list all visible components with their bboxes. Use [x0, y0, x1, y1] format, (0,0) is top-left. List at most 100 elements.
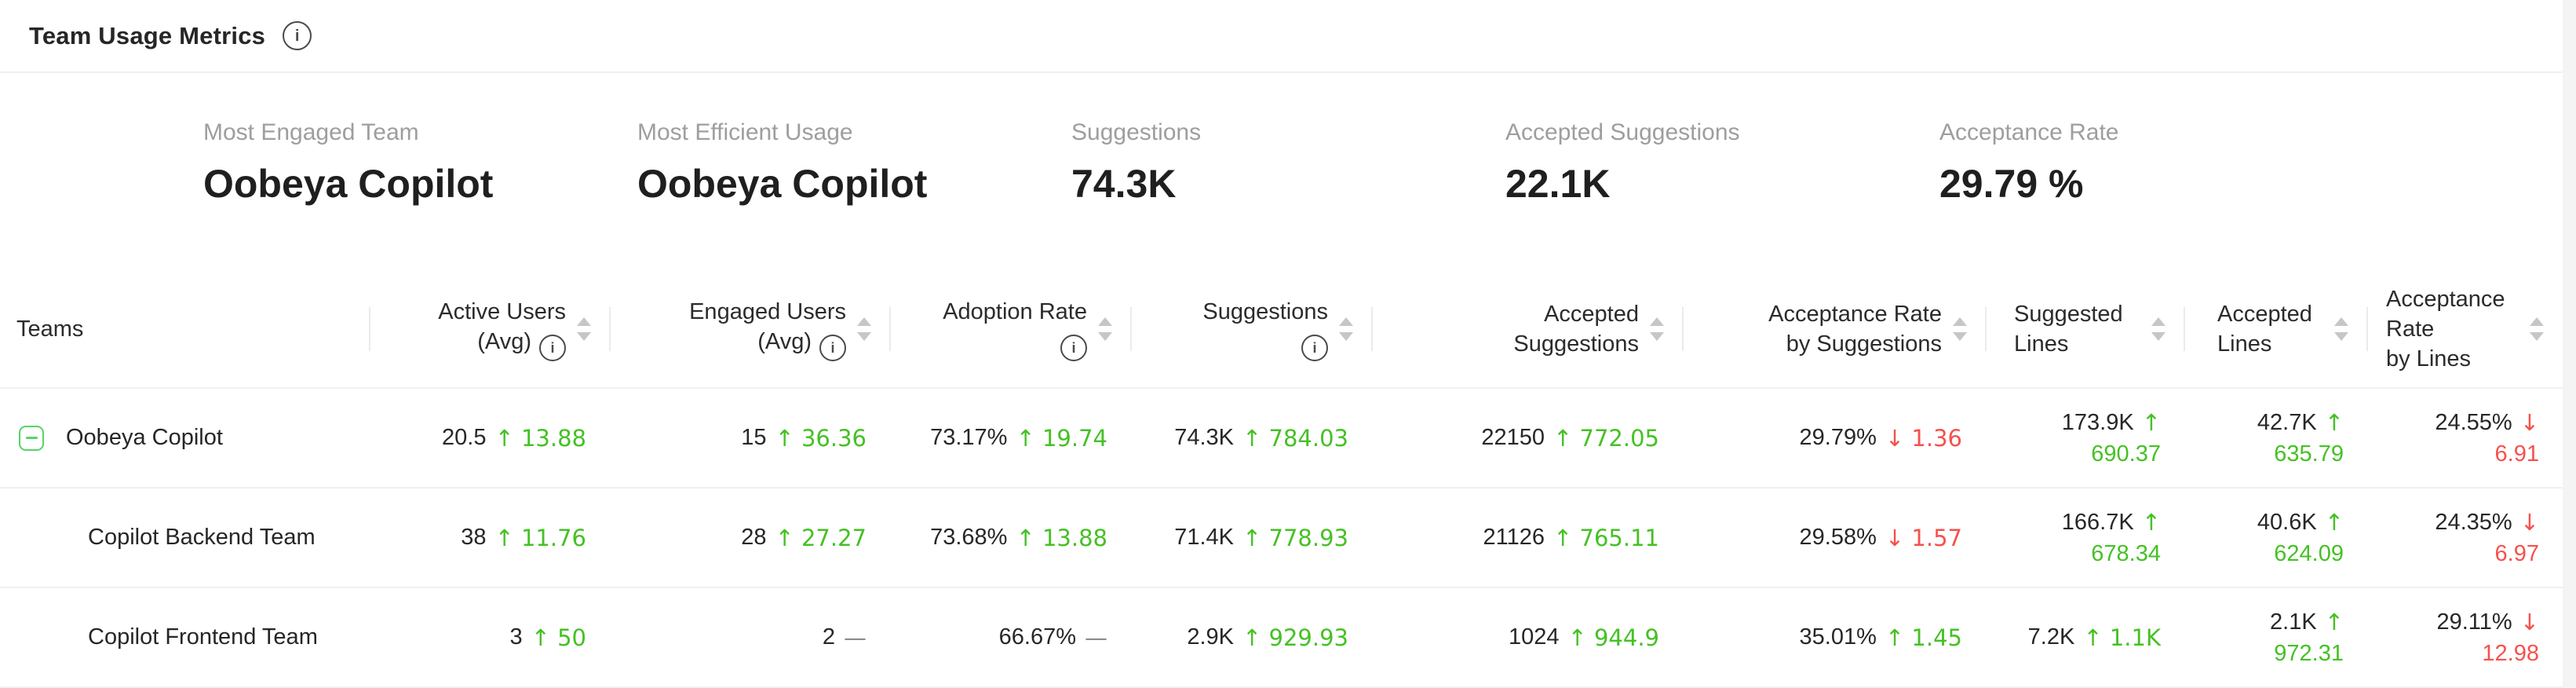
metric-cell-suggested-lines: 166.7K ↑ 678.34: [1986, 489, 2184, 587]
metric-cell-suggestions: 71.4K ↑ 778.93: [1131, 489, 1372, 587]
metric-delta: ↑ 772.05: [1553, 424, 1659, 452]
metric-delta: ↑ 27.27: [775, 524, 867, 551]
sort-caret-up-icon: [1098, 317, 1112, 326]
trend-down-icon: ↓: [2519, 508, 2539, 536]
column-header-label: Suggested Lines: [2014, 302, 2123, 357]
table-row-copilot-frontend-team: Copilot Frontend Team 3 ↑ 50 2—66.67% —2.9K ↑…: [0, 588, 2563, 688]
metric-delta: ↑ 1.45: [1885, 624, 1962, 651]
metric-value: 38: [461, 525, 487, 550]
collapse-toggle-icon[interactable]: [19, 425, 44, 451]
trend-down-icon: ↓: [2519, 408, 2539, 436]
trend-up-icon: ↑: [2324, 408, 2344, 436]
metric-stack: 2.1K ↑ 972.31: [2270, 606, 2344, 669]
info-icon[interactable]: i: [539, 335, 566, 361]
metric-cell-acceptance-rate-by-suggestions: 29.58% ↓ 1.57: [1683, 489, 1986, 587]
metric-cell-acceptance-rate-by-suggestions: 35.01% ↑ 1.45: [1683, 588, 1986, 686]
metric-value: 74.3K: [1174, 425, 1234, 450]
info-icon[interactable]: i: [819, 335, 846, 361]
metric-delta: ↑ 929.93: [1242, 624, 1348, 651]
column-header-label: Active Users (Avg) i: [438, 297, 566, 361]
metric-cell-adoption-rate: 73.17% ↑ 19.74: [890, 389, 1131, 487]
column-header-label: Accepted Lines: [2217, 302, 2312, 357]
metric-delta: 624.09: [2274, 540, 2344, 566]
metric-delta: ↑ 778.93: [1242, 524, 1348, 551]
metric-value: 24.55%: [2435, 409, 2512, 435]
metric-delta: 972.31: [2274, 640, 2344, 666]
sort-caret-up-icon: [577, 317, 591, 326]
metric-delta: ↑ 19.74: [1016, 424, 1107, 452]
metric-cell-engaged-users-avg: 2—: [610, 588, 890, 686]
sort-carets: [1953, 317, 1967, 341]
column-header-inner: Acceptance Rate by Suggestions: [1683, 299, 1986, 359]
metric-cell-accepted-lines: 2.1K ↑ 972.31: [2184, 588, 2367, 686]
sort-carets: [1650, 317, 1664, 341]
metric-cell-accepted-suggestions: 21126 ↑ 765.11: [1372, 489, 1683, 587]
metric-delta: ↑ 944.9: [1567, 624, 1659, 651]
sort-carets: [2151, 317, 2166, 341]
metric-cell-acceptance-rate-by-lines: 24.35% ↓ 6.97: [2367, 489, 2563, 587]
sort-caret-up-icon: [1953, 317, 1967, 326]
teams-cell: Oobeya Copilot: [0, 389, 370, 487]
metric-value: 2.1K: [2270, 609, 2317, 635]
metric-stack: 166.7K ↑ 678.34: [2062, 507, 2161, 569]
summary-label: Most Efficient Usage: [637, 119, 853, 145]
column-header-engaged-users-avg[interactable]: Engaged Users (Avg) i: [610, 271, 890, 387]
metric-value: 1024: [1508, 624, 1560, 650]
column-header-label: Adoption Rate i: [943, 297, 1087, 361]
table-header-row: Teams Active Users (Avg) i Engaged Users (Avg…: [0, 271, 2563, 389]
column-header-inner: Suggestions i: [1131, 297, 1372, 361]
metric-cell-active-users-avg: 3 ↑ 50: [370, 588, 610, 686]
metric-value: 20.5: [442, 425, 487, 450]
metric-value: 21126: [1483, 525, 1545, 550]
column-header-acceptance-rate-by-suggestions[interactable]: Acceptance Rate by Suggestions: [1683, 271, 1986, 387]
teams-cell: Copilot Frontend Team: [0, 588, 370, 686]
metric-cell-engaged-users-avg: 28 ↑ 27.27: [610, 489, 890, 587]
column-header-suggested-lines[interactable]: Suggested Lines: [1986, 271, 2184, 387]
team-name: Copilot Frontend Team: [88, 624, 318, 650]
trend-down-icon: ↓: [2519, 608, 2539, 635]
column-header-acceptance-rate-by-lines[interactable]: Acceptance Rate by Lines: [2367, 271, 2563, 387]
column-header-adoption-rate[interactable]: Adoption Rate i: [890, 271, 1131, 387]
sort-caret-up-icon: [857, 317, 871, 326]
sort-caret-down-icon: [2530, 332, 2544, 341]
sort-carets: [1339, 317, 1353, 341]
column-header-label: Accepted Suggestions: [1513, 302, 1639, 357]
column-header-teams: Teams: [0, 271, 370, 387]
metric-value: 15: [741, 425, 767, 450]
metric-cell-adoption-rate: 66.67% —: [890, 588, 1131, 686]
metric-value-line: 40.6K ↑: [2257, 507, 2344, 538]
sort-caret-down-icon: [857, 332, 871, 341]
column-header-accepted-lines[interactable]: Accepted Lines: [2184, 271, 2367, 387]
metric-delta: ↑ 50: [531, 624, 586, 651]
info-icon[interactable]: i: [1301, 335, 1328, 361]
scrollbar-gutter: [2563, 0, 2576, 688]
summary-value: 74.3K: [1071, 162, 1177, 206]
sort-carets: [857, 317, 871, 341]
summary-label: Suggestions: [1071, 119, 1202, 145]
sort-carets: [2530, 317, 2544, 341]
sort-caret-up-icon: [2530, 317, 2544, 326]
info-icon[interactable]: i: [1060, 335, 1087, 361]
column-header-label: Acceptance Rate by Suggestions: [1768, 302, 1942, 357]
metric-value-line: 2.1K ↑: [2270, 606, 2344, 638]
summary-card-accepted-suggestions: Accepted Suggestions 22.1K: [1505, 119, 1939, 271]
column-header-suggestions[interactable]: Suggestions i: [1131, 271, 1372, 387]
metric-value: 40.6K: [2257, 509, 2317, 535]
metric-value-line: 24.35% ↓: [2435, 507, 2539, 538]
column-header-accepted-suggestions[interactable]: Accepted Suggestions: [1372, 271, 1683, 387]
column-header-label: Teams: [16, 317, 84, 342]
info-icon[interactable]: i: [283, 21, 312, 50]
metric-value: 35.01%: [1799, 624, 1877, 650]
summary-card-suggestions: Suggestions 74.3K: [1071, 119, 1505, 271]
metric-stack: 24.55% ↓ 6.91: [2435, 407, 2539, 470]
column-header-active-users-avg[interactable]: Active Users (Avg) i: [370, 271, 610, 387]
metric-delta: 6.97: [2494, 540, 2539, 566]
team-name: Copilot Backend Team: [88, 525, 316, 550]
page-title: Team Usage Metrics: [29, 21, 266, 49]
metric-value: 29.58%: [1799, 525, 1877, 550]
metric-cell-suggested-lines: 173.9K ↑ 690.37: [1986, 389, 2184, 487]
sort-carets: [577, 317, 591, 341]
sort-caret-down-icon: [1650, 332, 1664, 341]
metric-delta: ↑ 784.03: [1242, 424, 1348, 452]
